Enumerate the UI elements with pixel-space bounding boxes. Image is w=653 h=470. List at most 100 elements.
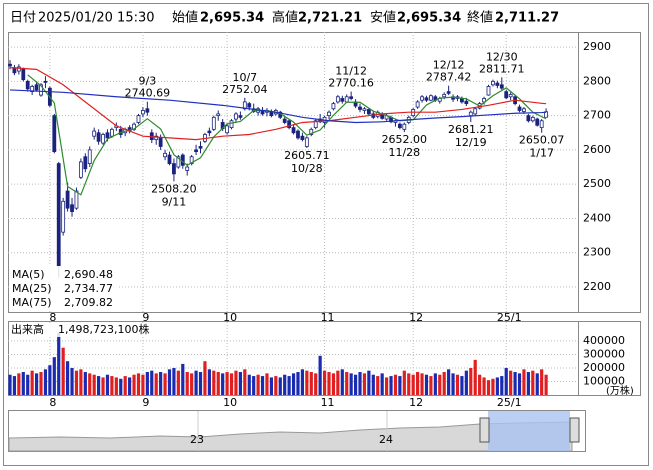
volume-bar — [198, 372, 203, 395]
navigator-selection[interactable] — [488, 411, 570, 451]
candle-body — [309, 128, 314, 135]
navigator-handle[interactable] — [479, 417, 490, 443]
candle-body — [30, 86, 35, 93]
volume-bar — [513, 372, 517, 395]
volume-bar — [167, 369, 172, 395]
legend-box — [9, 266, 119, 311]
volume-bar — [141, 374, 145, 395]
candle-body — [229, 120, 234, 129]
candle-body — [402, 123, 407, 130]
candle-body — [508, 93, 513, 98]
volume-bar — [331, 373, 336, 395]
candle-body — [34, 84, 39, 91]
volume-bar — [92, 374, 96, 395]
low-value: 2,695.34 — [397, 11, 461, 26]
candle-body — [163, 152, 167, 158]
volume-bar — [416, 372, 420, 395]
candle-body — [211, 116, 216, 130]
volume-bar — [495, 377, 499, 395]
volume-bar — [420, 373, 424, 395]
volume-bar — [318, 355, 322, 395]
legend-name: MA(25) — [12, 282, 52, 295]
candle-body — [43, 80, 48, 83]
volume-bar — [154, 373, 158, 395]
volume-bar — [70, 367, 74, 395]
candle-body — [446, 91, 451, 94]
volume-bar — [424, 374, 429, 395]
candle-body — [544, 111, 548, 118]
extreme-date: 12/30 — [486, 50, 518, 63]
x-tick-label: 25/1 — [497, 396, 522, 409]
volume-bar — [79, 369, 83, 395]
x-tick-label: 8 — [49, 396, 56, 409]
candle-body — [335, 96, 340, 103]
y-tick-label: 2600 — [583, 143, 611, 156]
volume-bar — [216, 372, 220, 395]
volume-bar — [74, 370, 79, 395]
volume-bar — [83, 372, 87, 395]
y-tick-label: 2900 — [583, 40, 611, 53]
y-tick-label: 300000 — [583, 347, 625, 360]
volume-title: 出来高 — [11, 322, 44, 336]
candle-body — [225, 125, 229, 134]
volume-bar — [30, 370, 34, 395]
candle-body — [535, 118, 540, 126]
open-label: 始値 — [172, 10, 198, 26]
candle-body — [486, 86, 491, 96]
candle-body — [101, 134, 105, 144]
volume-bar — [544, 374, 548, 395]
candle-body — [78, 161, 83, 178]
navigator-handle[interactable] — [569, 417, 580, 443]
volume-bar — [252, 376, 256, 395]
page-frame — [3, 3, 649, 466]
candle-body — [296, 130, 300, 139]
volume-bar — [305, 370, 309, 395]
candle-body — [442, 93, 447, 98]
volume-bar — [291, 373, 296, 395]
volume-bar — [349, 373, 353, 395]
volume-bar — [451, 373, 455, 395]
candle-body — [158, 137, 163, 147]
volume-panel — [8, 321, 641, 396]
volume-bar — [269, 377, 274, 395]
volume-bar — [402, 370, 406, 395]
volume-bar — [238, 372, 242, 395]
volume-bar — [491, 378, 495, 395]
volume-bar — [517, 373, 522, 395]
candle-body — [247, 103, 252, 108]
y-tick-label: 2200 — [583, 280, 611, 293]
volume-bar — [21, 372, 25, 395]
y-tick-label: 100000 — [583, 374, 625, 387]
high-value: 2,721.21 — [298, 11, 362, 26]
extreme-date: 11/12 — [335, 65, 367, 78]
volume-bar — [455, 374, 460, 395]
candle-body — [327, 111, 331, 117]
candle-body — [424, 97, 429, 101]
candle-body — [415, 101, 420, 108]
volume-title-box — [9, 323, 159, 337]
volume-bar — [531, 370, 535, 395]
volume-bar — [522, 369, 526, 395]
volume-bar — [486, 380, 491, 395]
volume-bar — [345, 372, 349, 395]
volume-bar — [136, 373, 141, 395]
candle-body — [83, 156, 88, 170]
volume-bar — [212, 370, 216, 395]
candle-body — [92, 130, 97, 137]
close-value: 2,711.27 — [495, 11, 559, 26]
volume-unit: (万株) — [606, 384, 634, 397]
candle-body — [282, 118, 287, 123]
candle-body — [52, 115, 57, 153]
candle-body — [287, 120, 292, 129]
volume-bar — [221, 373, 225, 395]
legend-value: 2,690.48 — [64, 268, 113, 281]
extreme-date: 1/17 — [529, 147, 554, 160]
candle-body — [167, 154, 172, 165]
volume-bar — [110, 376, 114, 395]
volume-bar — [159, 372, 163, 395]
volume-bar — [433, 373, 437, 395]
volume-bar — [88, 373, 92, 395]
low-label: 安値 — [370, 10, 396, 26]
candle-body — [358, 106, 362, 110]
